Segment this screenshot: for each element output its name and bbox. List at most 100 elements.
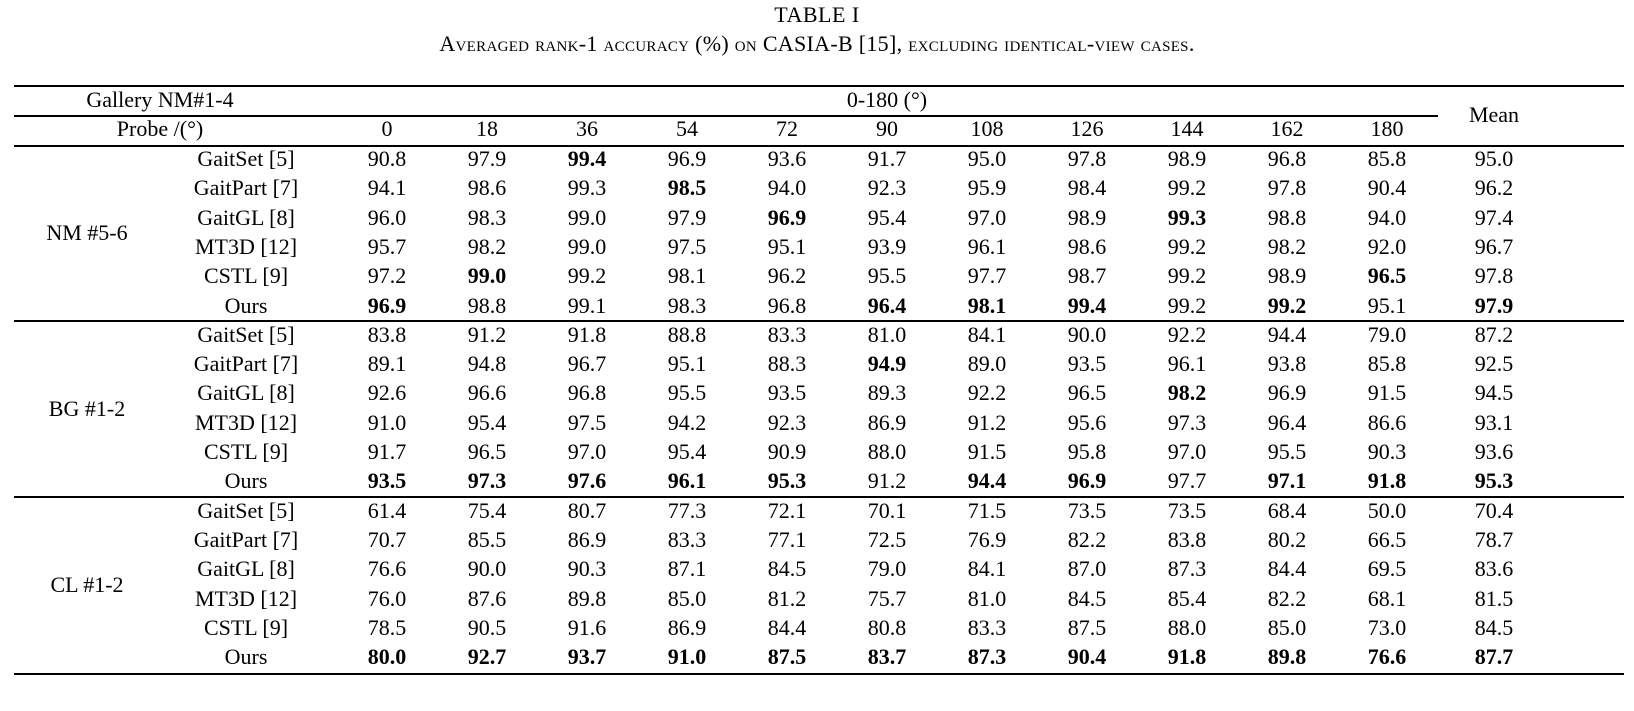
- method-name: Ours: [224, 468, 268, 494]
- accuracy-cell: 96.1: [1167, 351, 1207, 377]
- method-name: GaitSet [5]: [197, 146, 295, 171]
- accuracy-cell: 98.9: [1167, 146, 1207, 171]
- method-name: Ours: [224, 292, 268, 318]
- method-name: MT3D [12]: [194, 409, 298, 435]
- mean-cell: 94.5: [1474, 380, 1514, 406]
- accuracy-cell: 98.5: [667, 175, 707, 201]
- accuracy-cell: 98.3: [467, 204, 507, 230]
- mean-cell: 87.2: [1474, 321, 1514, 347]
- accuracy-cell: 88.0: [1167, 614, 1207, 640]
- accuracy-cell: 96.6: [467, 380, 507, 406]
- accuracy-cell: 90.4: [1367, 175, 1407, 201]
- condition-label: BG #1-2: [48, 395, 126, 421]
- accuracy-cell: 50.0: [1367, 497, 1407, 523]
- gallery-header: Gallery NM#1-4: [86, 87, 234, 112]
- mean-cell: 92.5: [1474, 351, 1514, 377]
- accuracy-cell: 98.6: [1067, 233, 1107, 259]
- accuracy-cell: 76.6: [1367, 644, 1407, 670]
- angle-header-90: 90: [876, 116, 898, 141]
- accuracy-cell: 84.5: [1067, 585, 1107, 611]
- accuracy-cell: 99.0: [567, 233, 607, 259]
- accuracy-cell: 85.4: [1167, 585, 1207, 611]
- mean-cell: 95.0: [1474, 146, 1514, 171]
- condition-label: NM #5-6: [46, 219, 128, 245]
- accuracy-cell: 96.4: [867, 292, 907, 318]
- angle-header-36: 36: [576, 116, 598, 141]
- accuracy-cell: 96.9: [367, 292, 407, 318]
- accuracy-cell: 96.7: [567, 351, 607, 377]
- accuracy-cell: 73.0: [1367, 614, 1407, 640]
- accuracy-cell: 88.0: [867, 439, 907, 464]
- accuracy-cell: 81.0: [967, 585, 1007, 611]
- accuracy-cell: 83.3: [667, 526, 707, 552]
- accuracy-cell: 97.5: [667, 233, 707, 259]
- method-name: CSTL [9]: [203, 439, 289, 464]
- accuracy-cell: 90.9: [767, 439, 807, 464]
- accuracy-cell: 95.4: [667, 439, 707, 464]
- accuracy-cell: 80.8: [867, 614, 907, 640]
- mean-cell: 93.1: [1474, 409, 1514, 435]
- accuracy-cell: 97.3: [1167, 409, 1207, 435]
- accuracy-cell: 77.3: [667, 497, 707, 523]
- accuracy-cell: 80.0: [367, 644, 407, 670]
- mean-cell: 95.3: [1474, 468, 1514, 494]
- accuracy-cell: 91.0: [667, 644, 707, 670]
- accuracy-cell: 84.5: [767, 556, 807, 582]
- accuracy-cell: 93.5: [767, 380, 807, 406]
- mean-cell: 97.4: [1474, 204, 1514, 230]
- accuracy-cell: 98.2: [467, 233, 507, 259]
- accuracy-cell: 96.2: [767, 263, 807, 289]
- accuracy-cell: 84.4: [1267, 556, 1307, 582]
- accuracy-cell: 94.4: [967, 468, 1007, 494]
- top-rule: [14, 85, 1624, 87]
- accuracy-cell: 94.0: [767, 175, 807, 201]
- accuracy-cell: 90.5: [467, 614, 507, 640]
- accuracy-cell: 87.5: [767, 644, 807, 670]
- group-separator-1: [14, 320, 1624, 322]
- accuracy-cell: 93.7: [567, 644, 607, 670]
- accuracy-cell: 80.7: [567, 497, 607, 523]
- method-name: Ours: [224, 644, 268, 670]
- accuracy-cell: 87.5: [1067, 614, 1107, 640]
- accuracy-cell: 91.5: [1367, 380, 1407, 406]
- accuracy-cell: 85.0: [667, 585, 707, 611]
- method-name: GaitGL [8]: [197, 380, 295, 406]
- accuracy-cell: 69.5: [1367, 556, 1407, 582]
- accuracy-cell: 98.9: [1067, 204, 1107, 230]
- accuracy-cell: 82.2: [1267, 585, 1307, 611]
- accuracy-cell: 99.2: [1267, 292, 1307, 318]
- accuracy-cell: 97.3: [467, 468, 507, 494]
- accuracy-cell: 93.5: [1067, 351, 1107, 377]
- accuracy-cell: 93.5: [367, 468, 407, 494]
- mean-cell: 83.6: [1474, 556, 1514, 582]
- accuracy-cell: 95.6: [1067, 409, 1107, 435]
- method-name: GaitPart [7]: [193, 351, 299, 377]
- accuracy-cell: 75.7: [867, 585, 907, 611]
- accuracy-cell: 85.8: [1367, 146, 1407, 171]
- accuracy-cell: 97.0: [967, 204, 1007, 230]
- angle-header-0: 0: [381, 116, 393, 141]
- accuracy-cell: 72.1: [767, 497, 807, 523]
- bottom-rule: [14, 673, 1624, 675]
- accuracy-cell: 84.4: [767, 614, 807, 640]
- accuracy-cell: 88.8: [667, 321, 707, 347]
- method-name: GaitPart [7]: [193, 526, 299, 552]
- accuracy-cell: 96.5: [467, 439, 507, 464]
- accuracy-cell: 97.7: [967, 263, 1007, 289]
- accuracy-cell: 92.2: [967, 380, 1007, 406]
- accuracy-cell: 92.3: [767, 409, 807, 435]
- accuracy-cell: 99.3: [1167, 204, 1207, 230]
- accuracy-cell: 94.1: [367, 175, 407, 201]
- accuracy-cell: 96.0: [367, 204, 407, 230]
- accuracy-cell: 96.8: [1267, 146, 1307, 171]
- accuracy-cell: 99.2: [1167, 263, 1207, 289]
- accuracy-cell: 98.3: [667, 292, 707, 318]
- accuracy-cell: 95.5: [1267, 439, 1307, 464]
- accuracy-cell: 99.1: [567, 292, 607, 318]
- angle-header-108: 108: [970, 116, 1004, 141]
- accuracy-cell: 97.2: [367, 263, 407, 289]
- accuracy-cell: 79.0: [1367, 321, 1407, 347]
- angle-header-54: 54: [676, 116, 698, 141]
- accuracy-cell: 97.8: [1267, 175, 1307, 201]
- group-separator-2: [14, 496, 1624, 498]
